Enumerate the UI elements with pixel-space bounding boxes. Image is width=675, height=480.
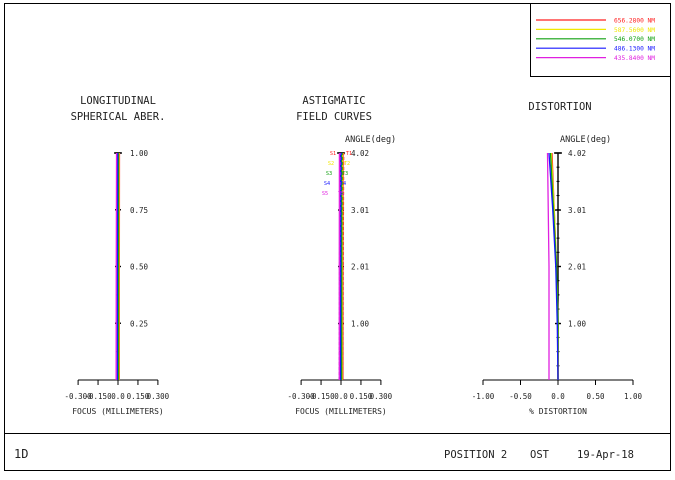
x-tick-label: 0.0 (111, 392, 125, 401)
plot-title-line-1: FIELD CURVES (296, 111, 372, 123)
y-axis-label: ANGLE(deg) (345, 135, 396, 145)
distortion-plot: DISTORTION -1.00 -0.50 0.0 0.50 1.00 % DISTORT… (472, 101, 643, 416)
legend-entries: 656.2800 NM 587.5600 NM 546.0700 NM 486.130… (536, 17, 655, 62)
x-axis-label: % DISTORTION (529, 407, 587, 416)
plot-title-line-1: SPHERICAL ABER. (71, 111, 166, 123)
marker-label-7: T4 (340, 181, 346, 187)
marker-label-4: S3 (326, 171, 332, 177)
plot-title-line-0: LONGITUDINAL (80, 95, 156, 107)
x-tick-label: -0.50 (509, 392, 532, 401)
y-tick-label: 1.00 (130, 149, 149, 158)
series-line-4 (548, 153, 550, 380)
y-tick-label: 3.01 (568, 206, 586, 215)
y-tick-label: 1.00 (568, 320, 587, 329)
x-axis-label: FOCUS (MILLIMETERS) (295, 407, 387, 416)
plot-title-line-0: DISTORTION (528, 101, 591, 113)
legend-label-3: 486.1300 NM (614, 46, 655, 53)
x-tick-label: 0.0 (551, 392, 565, 401)
x-tick-label: -1.00 (472, 392, 495, 401)
legend-label-0: 656.2800 NM (614, 17, 655, 24)
y-tick-label: 4.02 (351, 149, 369, 158)
x-axis-label: FOCUS (MILLIMETERS) (72, 407, 164, 416)
marker-label-3: T2 (344, 161, 350, 167)
y-tick-label: 2.01 (568, 263, 586, 272)
y-tick-label: 0.75 (130, 206, 148, 215)
plot-title-line-0: ASTIGMATIC (302, 95, 365, 107)
marker-label-5: T3 (342, 171, 348, 177)
legend-label-2: 546.0700 NM (614, 36, 655, 43)
marker-label-2: S2 (328, 161, 334, 167)
x-tick-label: 0.50 (586, 392, 605, 401)
marker-label-0: S1 (330, 151, 336, 157)
marker-label-8: S5 (322, 191, 328, 197)
legend-label-4: 435.8400 NM (614, 55, 655, 62)
marker-label-9: T5 (338, 191, 344, 197)
x-tick-label: 1.00 (624, 392, 643, 401)
x-tick-label: -0.150 (85, 392, 113, 401)
x-tick-label: 0.300 (370, 392, 393, 401)
y-tick-label: 1.00 (351, 320, 370, 329)
y-tick-label: 0.50 (130, 263, 149, 272)
y-axis-label: ANGLE(deg) (560, 135, 611, 145)
marker-label-6: S4 (324, 181, 330, 187)
footer-position: POSITION 2 (444, 449, 507, 461)
footer-date: 19-Apr-18 (577, 449, 634, 461)
x-tick-label: -0.150 (308, 392, 336, 401)
x-tick-label: 0.0 (334, 392, 348, 401)
legend: 656.2800 NM 587.5600 NM 546.0700 NM 486.130… (531, 4, 671, 77)
y-tick-label: 2.01 (351, 263, 369, 272)
y-tick-label: 4.02 (568, 149, 586, 158)
y-tick-label: 3.01 (351, 206, 369, 215)
marker-label-1: T1 (346, 151, 352, 157)
footer-id-label: 1D (14, 447, 28, 461)
legend-label-1: 587.5600 NM (614, 27, 655, 34)
y-tick-label: 0.25 (130, 319, 148, 328)
footer-system: OST (530, 449, 550, 461)
x-tick-label: 0.300 (147, 392, 170, 401)
